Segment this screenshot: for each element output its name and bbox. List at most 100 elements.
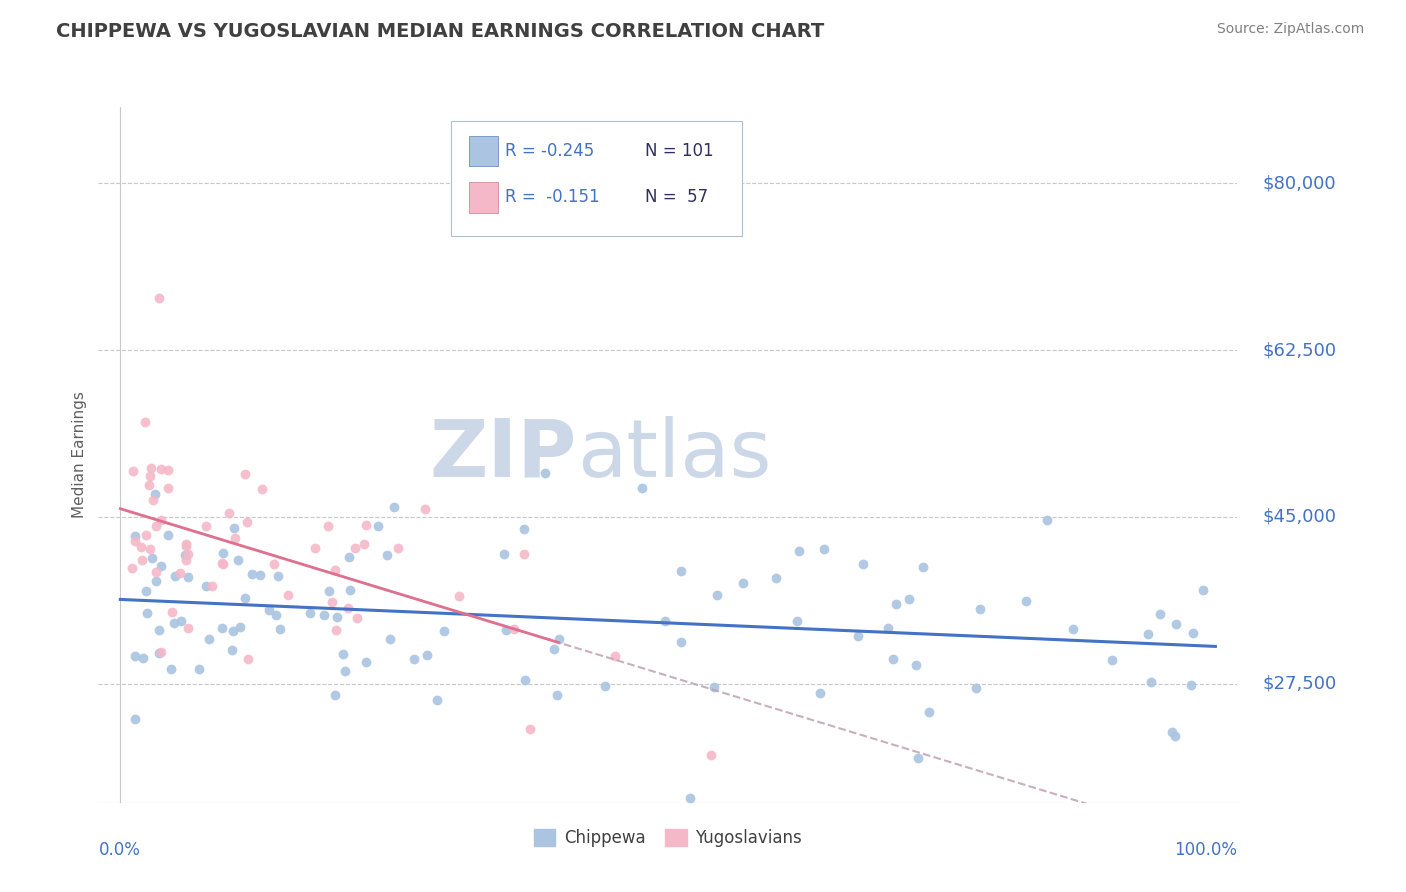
Point [323,563,346,577]
Point [433,624,456,638]
Point [354,518,377,533]
Point [226,552,249,566]
Point [263,557,285,571]
Point [233,467,256,481]
Point [337,601,360,615]
Point [160,605,183,619]
Point [706,588,728,602]
Point [188,662,211,676]
Point [426,693,449,707]
Point [145,565,167,579]
Point [148,646,170,660]
Point [375,548,398,562]
FancyBboxPatch shape [468,136,498,166]
Point [138,478,160,492]
Point [174,553,197,567]
Point [1192,582,1215,597]
Point [367,519,389,533]
Point [502,622,524,636]
Point [236,652,259,666]
Text: 100.0%: 100.0% [1174,841,1237,859]
Point [907,750,929,764]
Point [1182,625,1205,640]
Point [321,594,343,608]
Text: $80,000: $80,000 [1263,174,1336,193]
Point [326,609,349,624]
Point [593,679,616,693]
Point [765,570,787,584]
Point [911,560,934,574]
Point [195,519,218,533]
Point [240,567,263,582]
Point [1160,725,1182,739]
Point [221,643,243,657]
Point [1164,729,1187,743]
Point [236,515,259,529]
Point [149,513,172,527]
Point [346,611,368,625]
Point [165,569,187,583]
Point [134,415,156,429]
Text: $27,500: $27,500 [1263,674,1337,693]
Point [904,658,927,673]
Point [534,466,557,480]
Point [969,602,991,616]
Point [353,537,375,551]
Point [846,630,869,644]
Point [918,705,941,719]
Point [149,462,172,476]
Text: CHIPPEWA VS YUGOSLAVIAN MEDIAN EARNINGS CORRELATION CHART: CHIPPEWA VS YUGOSLAVIAN MEDIAN EARNINGS … [56,22,824,41]
Point [1036,513,1059,527]
Point [1101,652,1123,666]
Point [177,570,200,584]
Point [333,664,356,678]
Point [148,624,170,638]
Point [1180,678,1202,692]
Text: N =  57: N = 57 [645,188,709,206]
Point [135,584,157,599]
Point [135,528,157,542]
Point [136,606,159,620]
Point [264,608,287,623]
Point [257,603,280,617]
Text: $62,500: $62,500 [1263,341,1337,359]
Point [630,481,652,495]
Point [229,620,252,634]
Point [495,623,517,637]
Point [211,558,233,572]
Point [337,549,360,564]
Text: R = -0.245: R = -0.245 [505,142,595,160]
Point [512,548,534,562]
Point [884,598,907,612]
Point [808,686,831,700]
Point [211,556,233,570]
Point [131,552,153,566]
Point [201,578,224,592]
Point [965,681,987,695]
Text: R =  -0.151: R = -0.151 [505,188,599,206]
Point [1137,627,1160,641]
Point [787,544,810,558]
Point [149,644,172,658]
Text: N = 101: N = 101 [645,142,714,160]
Point [132,651,155,665]
Point [197,632,219,646]
Point [877,621,900,635]
Point [145,574,167,588]
Point [416,648,439,662]
Point [131,540,153,554]
Point [145,519,167,533]
Point [882,652,904,666]
Point [143,487,166,501]
Point [382,500,405,515]
Point [211,621,233,635]
Point [173,548,195,562]
Point [1015,593,1038,607]
Text: $45,000: $45,000 [1263,508,1336,526]
Point [304,541,326,556]
Point [233,591,256,605]
Point [449,589,471,603]
Point [149,558,172,573]
Point [786,615,808,629]
Point [1149,607,1171,621]
